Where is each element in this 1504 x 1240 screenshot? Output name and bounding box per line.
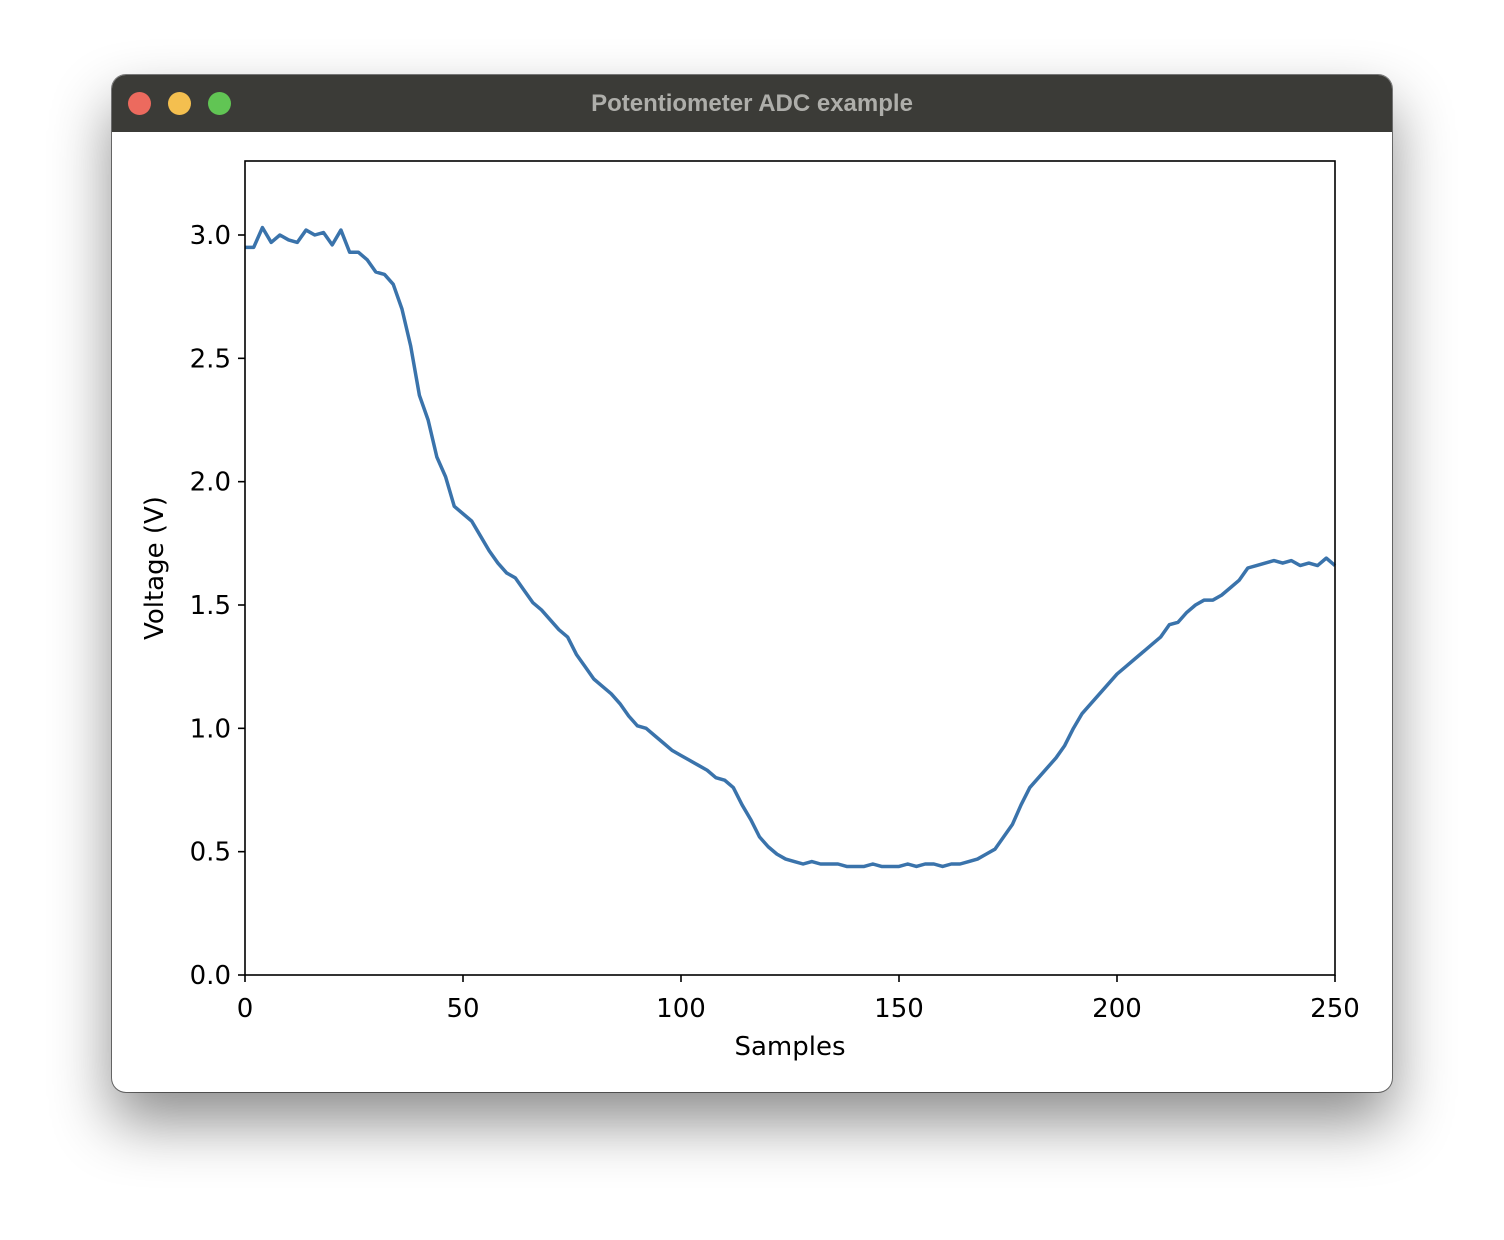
x-tick-label: 0	[237, 994, 254, 1024]
x-tick-label: 250	[1310, 994, 1360, 1024]
x-tick-label: 200	[1092, 994, 1142, 1024]
y-axis-label: Voltage (V)	[140, 496, 170, 640]
y-tick-label: 3.0	[190, 221, 231, 251]
y-tick-label: 2.0	[190, 468, 231, 498]
x-tick-label: 100	[656, 994, 706, 1024]
y-tick-label: 0.0	[190, 961, 231, 991]
y-tick-label: 1.0	[190, 714, 231, 744]
window: Potentiometer ADC example	[112, 75, 1392, 1092]
plot-frame	[244, 160, 1336, 976]
close-button[interactable]	[128, 92, 151, 115]
x-tick-label: 50	[446, 994, 479, 1024]
window-title: Potentiometer ADC example	[591, 90, 913, 117]
y-tick-label: 2.5	[190, 344, 231, 374]
x-axis-label: Samples	[734, 1032, 845, 1062]
minimize-button[interactable]	[168, 92, 191, 115]
data-line	[245, 225, 1337, 869]
y-tick-label: 1.5	[190, 591, 231, 621]
x-tick-label: 150	[874, 994, 924, 1024]
zoom-button[interactable]	[208, 92, 231, 115]
y-tick-label: 0.5	[190, 838, 231, 868]
title-bar: Potentiometer ADC example	[112, 75, 1392, 132]
